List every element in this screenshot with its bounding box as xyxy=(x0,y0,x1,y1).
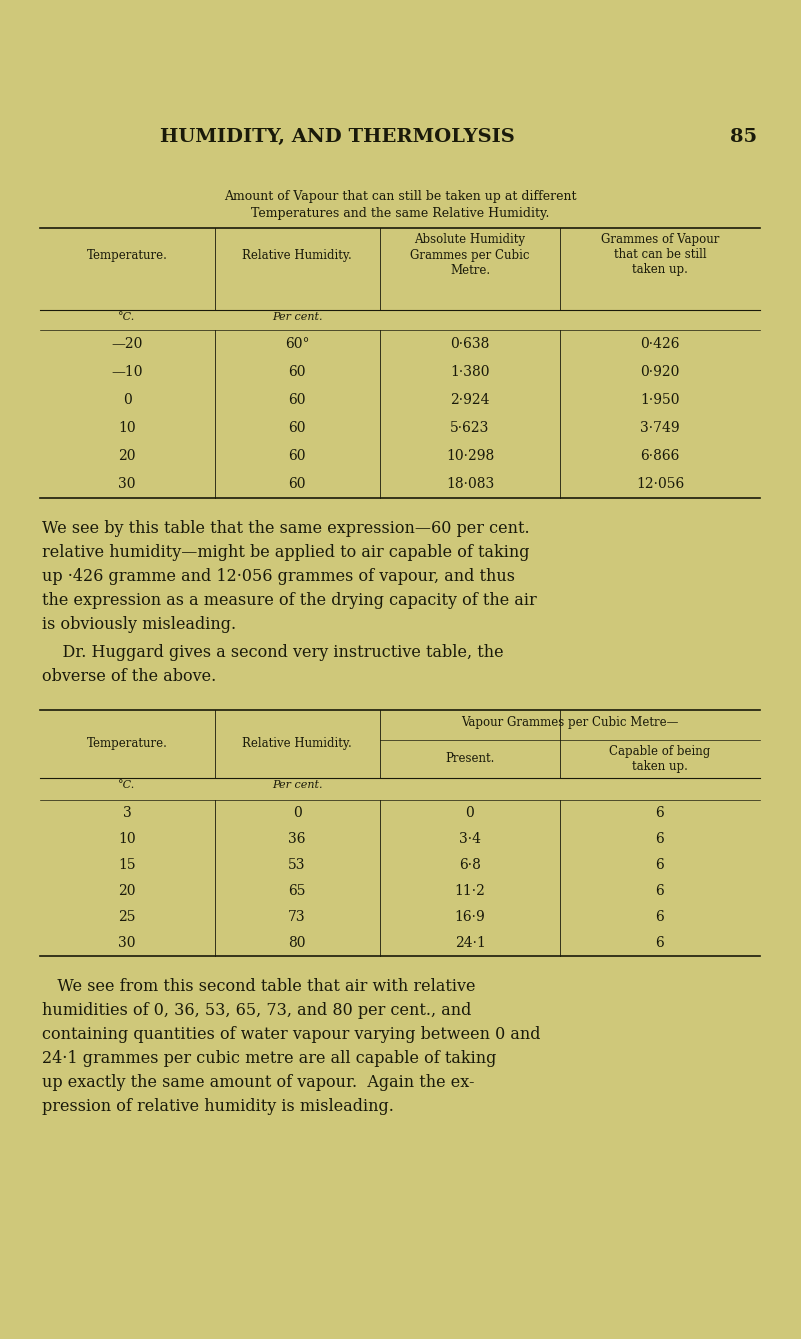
Text: 15: 15 xyxy=(119,858,136,872)
Text: 60°: 60° xyxy=(284,337,309,351)
Text: 12·056: 12·056 xyxy=(636,477,684,491)
Text: the expression as a measure of the drying capacity of the air: the expression as a measure of the dryin… xyxy=(42,592,537,609)
Text: Per cent.: Per cent. xyxy=(272,312,322,321)
Text: 0: 0 xyxy=(292,806,301,819)
Text: 80: 80 xyxy=(288,936,306,949)
Text: Temperature.: Temperature. xyxy=(87,249,167,261)
Text: 30: 30 xyxy=(119,936,135,949)
Text: 3: 3 xyxy=(123,806,131,819)
Text: 24·1: 24·1 xyxy=(454,936,485,949)
Text: °C.: °C. xyxy=(119,312,135,321)
Text: 2·924: 2·924 xyxy=(450,394,489,407)
Text: obverse of the above.: obverse of the above. xyxy=(42,668,216,686)
Text: 65: 65 xyxy=(288,884,306,898)
Text: up ·426 gramme and 12·056 grammes of vapour, and thus: up ·426 gramme and 12·056 grammes of vap… xyxy=(42,568,515,585)
Text: 10: 10 xyxy=(119,420,136,435)
Text: —20: —20 xyxy=(111,337,143,351)
Text: relative humidity—might be applied to air capable of taking: relative humidity—might be applied to ai… xyxy=(42,544,529,561)
Text: —10: —10 xyxy=(111,366,143,379)
Text: We see by this table that the same expression—60 per cent.: We see by this table that the same expre… xyxy=(42,520,529,537)
Text: humidities of 0, 36, 53, 65, 73, and 80 per cent., and: humidities of 0, 36, 53, 65, 73, and 80 … xyxy=(42,1002,471,1019)
Text: 0·426: 0·426 xyxy=(640,337,680,351)
Text: 6: 6 xyxy=(656,806,664,819)
Text: is obviously misleading.: is obviously misleading. xyxy=(42,616,236,633)
Text: 60: 60 xyxy=(288,366,306,379)
Text: 25: 25 xyxy=(119,911,135,924)
Text: 60: 60 xyxy=(288,449,306,463)
Text: 6·866: 6·866 xyxy=(640,449,680,463)
Text: Amount of Vapour that can still be taken up at different: Amount of Vapour that can still be taken… xyxy=(223,190,576,204)
Text: Dr. Huggard gives a second very instructive table, the: Dr. Huggard gives a second very instruct… xyxy=(42,644,504,661)
Text: 0·638: 0·638 xyxy=(450,337,489,351)
Text: 53: 53 xyxy=(288,858,306,872)
Text: 6: 6 xyxy=(656,832,664,846)
Text: 6·8: 6·8 xyxy=(459,858,481,872)
Text: 18·083: 18·083 xyxy=(446,477,494,491)
Text: 5·623: 5·623 xyxy=(450,420,489,435)
Text: Temperatures and the same Relative Humidity.: Temperatures and the same Relative Humid… xyxy=(251,208,549,220)
Text: 11·2: 11·2 xyxy=(454,884,485,898)
Text: 10·298: 10·298 xyxy=(446,449,494,463)
Text: 10: 10 xyxy=(119,832,136,846)
Text: 1·380: 1·380 xyxy=(450,366,489,379)
Text: HUMIDITY, AND THERMOLYSIS: HUMIDITY, AND THERMOLYSIS xyxy=(160,129,515,146)
Text: 0·920: 0·920 xyxy=(640,366,680,379)
Text: 60: 60 xyxy=(288,477,306,491)
Text: °C.: °C. xyxy=(119,781,135,790)
Text: 3·4: 3·4 xyxy=(459,832,481,846)
Text: 73: 73 xyxy=(288,911,306,924)
Text: Relative Humidity.: Relative Humidity. xyxy=(242,738,352,750)
Text: Vapour Grammes per Cubic Metre—: Vapour Grammes per Cubic Metre— xyxy=(461,716,678,728)
Text: 6: 6 xyxy=(656,936,664,949)
Text: Grammes of Vapour
that can be still
taken up.: Grammes of Vapour that can be still take… xyxy=(601,233,719,276)
Text: Capable of being
taken up.: Capable of being taken up. xyxy=(610,744,710,773)
Text: pression of relative humidity is misleading.: pression of relative humidity is mislead… xyxy=(42,1098,394,1115)
Text: up exactly the same amount of vapour.  Again the ex-: up exactly the same amount of vapour. Ag… xyxy=(42,1074,474,1091)
Text: 30: 30 xyxy=(119,477,135,491)
Text: 0: 0 xyxy=(123,394,131,407)
Text: 16·9: 16·9 xyxy=(455,911,485,924)
Text: Relative Humidity.: Relative Humidity. xyxy=(242,249,352,261)
Text: 60: 60 xyxy=(288,420,306,435)
Text: 20: 20 xyxy=(119,449,135,463)
Text: 36: 36 xyxy=(288,832,306,846)
Text: 20: 20 xyxy=(119,884,135,898)
Text: 6: 6 xyxy=(656,911,664,924)
Text: 0: 0 xyxy=(465,806,474,819)
Text: Absolute Humidity
Grammes per Cubic
Metre.: Absolute Humidity Grammes per Cubic Metr… xyxy=(410,233,529,276)
Text: Present.: Present. xyxy=(445,753,495,766)
Text: Per cent.: Per cent. xyxy=(272,781,322,790)
Text: 3·749: 3·749 xyxy=(640,420,680,435)
Text: 6: 6 xyxy=(656,884,664,898)
Text: 24·1 grammes per cubic metre are all capable of taking: 24·1 grammes per cubic metre are all cap… xyxy=(42,1050,497,1067)
Text: 60: 60 xyxy=(288,394,306,407)
Text: containing quantities of water vapour varying between 0 and: containing quantities of water vapour va… xyxy=(42,1026,541,1043)
Text: Temperature.: Temperature. xyxy=(87,738,167,750)
Text: 6: 6 xyxy=(656,858,664,872)
Text: 85: 85 xyxy=(730,129,757,146)
Text: 1·950: 1·950 xyxy=(640,394,680,407)
Text: We see from this second table that air with relative: We see from this second table that air w… xyxy=(42,977,476,995)
